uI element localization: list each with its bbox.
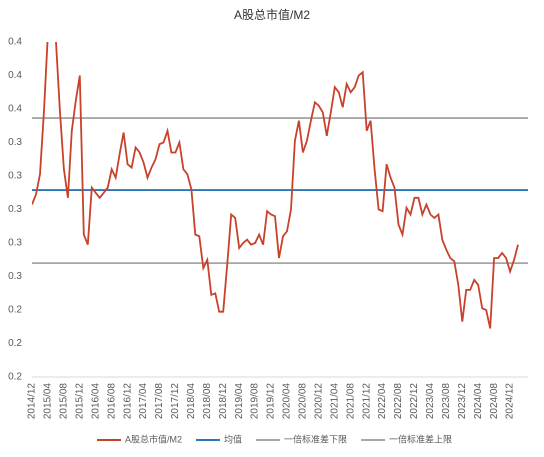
x-tick-label: 2014/12 [27, 383, 38, 420]
x-tick-label: 2019/08 [250, 383, 261, 420]
y-tick-label: 0.2 [8, 338, 22, 349]
x-tick-label: 2016/04 [90, 383, 101, 420]
x-tick-label: 2018/04 [186, 383, 197, 420]
x-tick-label: 2020/12 [313, 383, 324, 420]
x-tick-label: 2021/12 [361, 383, 372, 420]
x-tick-label: 2018/12 [218, 383, 229, 420]
x-tick-label: 2023/12 [457, 383, 468, 420]
x-tick-label: 2023/04 [425, 383, 436, 420]
x-tick-label: 2017/12 [170, 383, 181, 420]
x-tick-label: 2020/08 [298, 383, 309, 420]
y-tick-label: 0.4 [8, 70, 22, 81]
x-tick-label: 2016/12 [122, 383, 133, 420]
y-tick-label: 0.3 [8, 271, 22, 282]
plot [32, 42, 528, 329]
y-tick-label: 0.4 [8, 104, 22, 115]
y-tick-label: 0.2 [8, 372, 22, 383]
x-tick-label: 2019/12 [266, 383, 277, 420]
legend-label: 一倍标准差下限 [284, 433, 347, 444]
y-tick-label: 0.4 [8, 37, 22, 48]
legend-label: A股总市值/M2 [125, 433, 182, 444]
x-tick-label: 2024/12 [505, 383, 516, 420]
data-line [32, 42, 519, 329]
x-tick-label: 2017/08 [154, 383, 165, 420]
x-tick-label: 2015/04 [43, 383, 54, 420]
x-tick-label: 2024/04 [473, 383, 484, 420]
x-tick-label: 2021/08 [345, 383, 356, 420]
x-tick-label: 2023/08 [441, 383, 452, 420]
x-tick-label: 2017/04 [138, 383, 149, 420]
x-tick-label: 2020/04 [282, 383, 293, 420]
legend-label: 均值 [224, 433, 242, 444]
y-tick-label: 0.3 [8, 204, 22, 215]
y-tick-label: 0.2 [8, 305, 22, 316]
x-tick-label: 2022/08 [393, 383, 404, 420]
y-tick-label: 0.3 [8, 238, 22, 249]
chart-title: A股总市值/M2 [234, 7, 310, 22]
y-tick-label: 0.3 [8, 137, 22, 148]
x-tick-label: 2015/08 [59, 383, 70, 420]
legend-label: 一倍标准差上限 [389, 433, 452, 444]
x-tick-label: 2021/04 [329, 383, 340, 420]
x-tick-label: 2022/04 [377, 383, 388, 420]
x-tick-label: 2022/12 [409, 383, 420, 420]
x-tick-label: 2019/04 [234, 383, 245, 420]
x-tick-label: 2024/08 [489, 383, 500, 420]
y-tick-label: 0.3 [8, 171, 22, 182]
x-tick-label: 2016/08 [106, 383, 117, 420]
x-tick-label: 2015/12 [74, 383, 85, 420]
x-tick-label: 2018/08 [202, 383, 213, 420]
